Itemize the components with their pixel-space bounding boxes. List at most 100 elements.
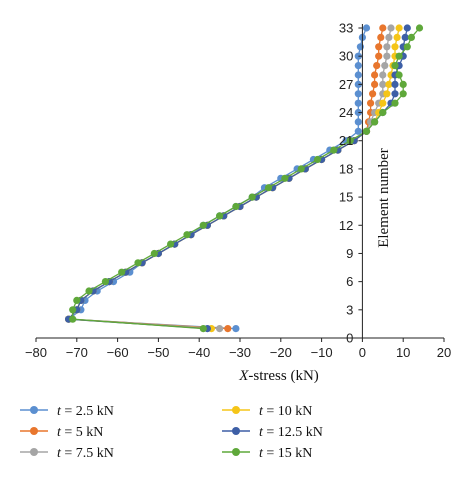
legend-item: t = 5 kN [20,425,103,440]
legend: t = 2.5 kNt = 5 kNt = 7.5 kNt = 10 kNt =… [20,404,323,461]
legend-label-value: = 5 kN [61,425,104,440]
series-0 [65,24,371,333]
data-point [69,315,77,323]
data-point [216,212,224,220]
x-tick-label: −30 [229,345,251,360]
data-point [297,165,305,173]
data-point [395,24,403,32]
data-point [101,278,109,286]
data-point [313,155,322,164]
legend-label-var: t [57,404,62,419]
legend-label: t = 7.5 kN [57,446,114,461]
legend-item: t = 10 kN [222,404,312,419]
series-1 [65,24,387,333]
data-point [367,99,375,107]
data-point [375,52,383,60]
data-point [330,146,338,154]
data-point [379,108,387,117]
x-tick-label: 20 [437,345,451,360]
y-tick-label: 12 [339,218,353,233]
data-point [391,43,399,51]
data-point [224,325,232,333]
x-tick-label: −80 [25,345,47,360]
legend-item: t = 15 kN [222,446,312,461]
x-tick-label: 0 [359,345,366,360]
data-point [385,33,393,42]
data-point [401,33,409,42]
data-point [69,306,77,314]
x-tick-label: −60 [107,345,129,360]
legend-item: t = 12.5 kN [222,425,323,440]
y-tick-label: 9 [346,246,353,261]
data-point [379,80,387,88]
legend-label-var: t [259,446,264,461]
legend-marker [30,406,38,414]
data-point [399,80,407,88]
data-point [232,325,240,333]
y-tick-label: 6 [346,274,353,289]
data-point [403,24,411,32]
y-tick-label: 33 [339,21,353,36]
legend-label-value: = 2.5 kN [61,404,114,419]
data-point [232,202,240,211]
x-axis-title-var: X [238,368,249,384]
series-line [72,27,420,330]
data-point [383,43,391,51]
data-point [375,43,383,51]
data-point [354,62,362,70]
series-5 [69,24,424,333]
data-point [371,71,379,79]
legend-label-value: = 7.5 kN [61,446,114,461]
data-point [403,43,411,51]
x-axis-title: X-stress (kN) [238,368,319,384]
data-point [281,174,289,182]
y-tick-label: 15 [339,190,353,205]
data-point [415,24,424,32]
data-point [354,118,362,126]
data-point [391,99,399,107]
legend-marker [232,448,240,456]
y-axis-title: Element number [376,148,392,248]
data-point [381,62,389,70]
x-tick-label: −40 [188,345,210,360]
data-point [399,90,407,98]
y-tick-label: 24 [339,105,353,120]
legend-label: t = 2.5 kN [57,404,114,419]
data-point [150,249,158,258]
data-point [167,240,175,248]
data-point [391,90,399,98]
data-point [383,52,391,60]
data-point [395,71,403,79]
legend-marker [30,427,38,435]
x-tick-label: 10 [396,345,410,360]
legend-marker [232,427,240,435]
x-tick-label: −20 [270,345,292,360]
data-point [265,184,273,192]
data-point [407,33,415,42]
y-tick-label: 18 [339,161,353,176]
data-point [183,231,191,239]
series-layer [65,24,424,333]
legend-label-var: t [57,446,62,461]
legend-label: t = 12.5 kN [259,425,323,440]
data-point [391,62,399,70]
data-point [85,287,93,295]
legend-marker [232,406,240,414]
data-point [379,24,387,32]
data-point [393,33,401,42]
y-tick-label: 30 [339,49,353,64]
legend-label-value: = 15 kN [263,446,313,461]
data-point [216,325,224,333]
data-point [391,80,399,88]
data-point [362,24,371,32]
data-point [362,127,371,135]
data-point [371,118,379,126]
x-axis-title-rest: -stress (kN) [248,368,318,384]
x-tick-label: −10 [311,345,333,360]
data-point [354,99,362,107]
data-point [379,99,387,107]
legend-item: t = 7.5 kN [20,446,114,461]
data-point [354,71,362,79]
data-point [134,259,142,267]
